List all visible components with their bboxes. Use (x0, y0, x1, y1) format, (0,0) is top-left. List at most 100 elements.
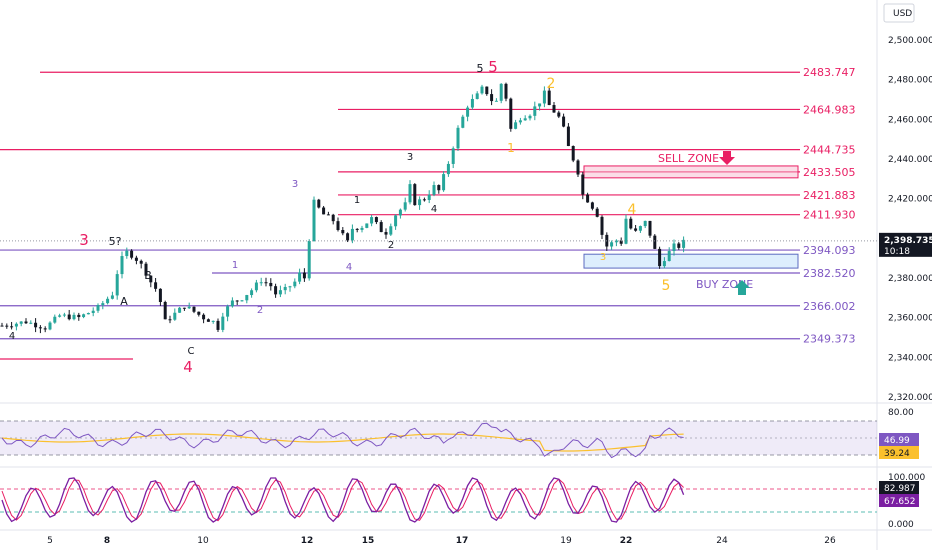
candle-body (197, 311, 201, 315)
wave-label: 4 (9, 331, 15, 342)
candle-body (302, 272, 306, 279)
bar-countdown: 10:18 (884, 247, 910, 257)
level-label: 2382.520 (803, 267, 856, 280)
candle-body (581, 174, 585, 195)
candle-body (374, 217, 378, 223)
candle-body (662, 261, 666, 267)
candle-body (202, 314, 206, 320)
candle-body (422, 199, 426, 201)
price-tick: 2,360.000 (888, 314, 932, 324)
candle-body (610, 242, 614, 247)
stoch-k-line (1, 477, 685, 523)
stoch-k-value: 82.987 (884, 484, 916, 494)
candle-body (149, 275, 153, 283)
level-label: 2433.505 (803, 166, 856, 179)
sell-zone-box (583, 165, 799, 179)
wave-label: 4 (628, 202, 637, 218)
time-tick: 19 (560, 536, 572, 546)
candle-body (418, 199, 422, 206)
wave-label: 5 (662, 278, 671, 294)
candle-body (106, 298, 110, 304)
current-price-value: 2,398.735 (884, 236, 932, 246)
candle-body (120, 256, 124, 275)
candle-body (48, 322, 52, 330)
time-tick: 26 (824, 536, 836, 546)
candle-body (307, 241, 311, 279)
candle-body (110, 295, 114, 299)
stoch-tick-100: 100.000 (888, 473, 925, 483)
candle-body (658, 248, 662, 267)
candle-body (14, 323, 18, 327)
price-tick: 2,440.000 (888, 155, 932, 165)
candle-body (298, 272, 302, 282)
candle-body (480, 86, 484, 94)
candle-body (485, 86, 489, 95)
candle-body (528, 115, 532, 119)
wave-label: 3 (79, 231, 89, 249)
candle-body (29, 322, 33, 324)
time-tick: 8 (104, 536, 110, 546)
candle-body (163, 301, 167, 320)
candle-body (317, 199, 321, 208)
candle-body (667, 251, 671, 262)
time-tick: 10 (197, 536, 209, 546)
candle-body (264, 282, 268, 284)
candle-body (312, 199, 316, 242)
candle-body (5, 325, 9, 327)
candle-body (230, 300, 234, 307)
candle-body (384, 232, 388, 235)
rsi-ma-line (1, 433, 684, 452)
candle-body (221, 316, 225, 330)
candle-body (451, 148, 455, 164)
current-price-tag (879, 232, 932, 257)
candle-body (259, 282, 263, 284)
wave-label: 4 (183, 358, 193, 376)
candle-body (211, 320, 215, 322)
candle-body (254, 282, 258, 291)
candle-body (514, 122, 518, 129)
candle-body (216, 320, 220, 330)
candle-body (446, 163, 450, 175)
wave-label: 2 (257, 305, 263, 316)
level-label: 2394.093 (803, 244, 856, 257)
candle-body (192, 306, 196, 312)
candle-body (130, 250, 134, 258)
candle-body (240, 300, 244, 302)
candle-body (278, 290, 282, 295)
level-label: 2411.930 (803, 209, 856, 222)
currency-button[interactable] (883, 3, 915, 23)
candle-body (562, 116, 566, 127)
candle-body (82, 314, 86, 318)
candle-body (571, 146, 575, 161)
candle-body (538, 103, 542, 107)
wave-label: A (120, 295, 128, 308)
candle-body (62, 314, 66, 316)
time-axis[interactable]: 5 8 10 12 15 17 19 22 24 26 (47, 536, 836, 546)
price-tick: 2,500.000 (888, 36, 932, 46)
candle-body (475, 93, 479, 99)
candle-body (437, 185, 441, 191)
wave-label: 4 (431, 204, 437, 215)
wave-label: 3 (407, 152, 413, 163)
price-tick: 2,460.000 (888, 115, 932, 125)
candle-body (168, 319, 172, 321)
wave-label: 1 (354, 195, 360, 206)
time-tick: 17 (456, 536, 469, 546)
candle-body (466, 107, 470, 117)
candle-body (432, 185, 436, 195)
time-tick: 5 (47, 536, 53, 546)
buy-arrow-icon (734, 280, 750, 295)
wave-label: 5 (477, 62, 484, 75)
candle-body (624, 218, 628, 244)
candle-body (403, 202, 407, 210)
candle-body (456, 127, 460, 149)
rsi-ma-value: 39.24 (884, 449, 910, 459)
candle-body (504, 83, 508, 99)
stoch-d-value: 67.652 (884, 497, 916, 507)
candle-body (586, 194, 590, 203)
candle-body (398, 209, 402, 216)
